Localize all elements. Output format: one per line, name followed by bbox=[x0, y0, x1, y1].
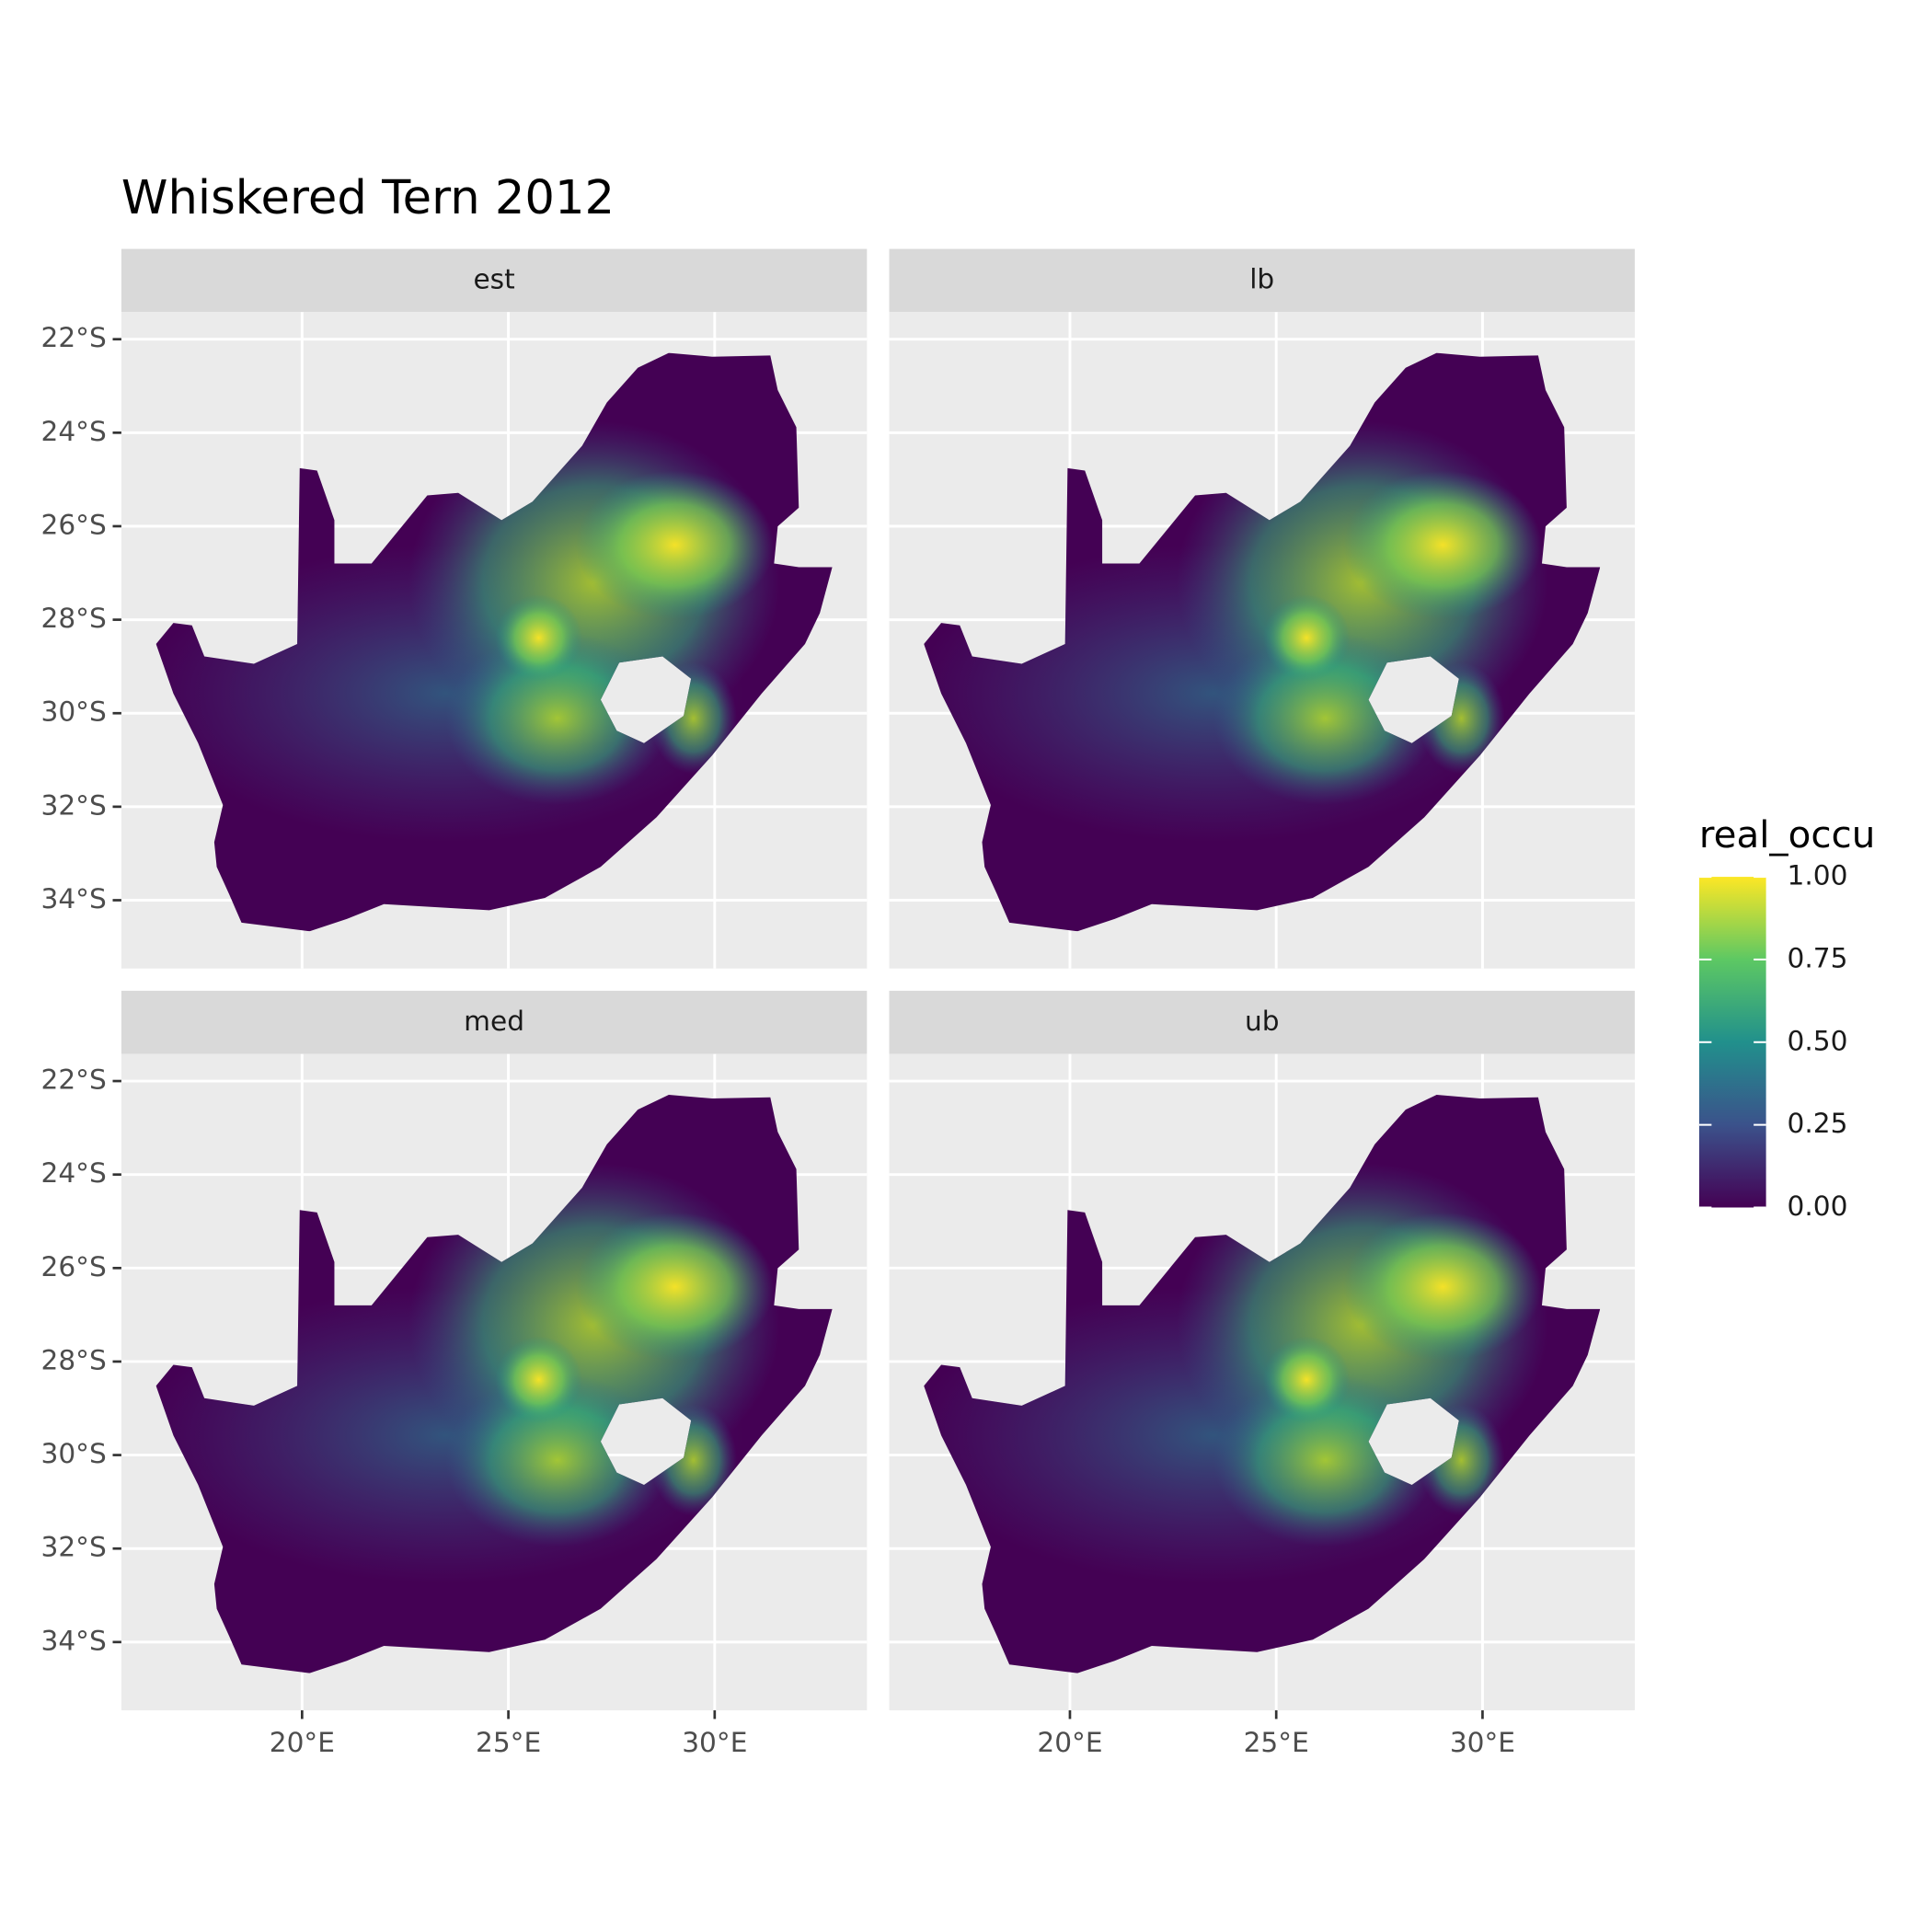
legend-label: 0.00 bbox=[1788, 1190, 1848, 1222]
legend-label: 0.50 bbox=[1788, 1025, 1848, 1056]
x-tick-label: 30°E bbox=[1450, 1727, 1515, 1758]
y-tick-label: 30°S bbox=[40, 696, 106, 728]
legend-label: 0.25 bbox=[1788, 1108, 1848, 1139]
strip-background bbox=[889, 248, 1635, 313]
y-tick-label: 22°S bbox=[40, 322, 106, 353]
legend-title: real_occu bbox=[1699, 813, 1875, 857]
facet-panel: med 22°S 24°S 26°S 28°S 30°S 32°S 34°S 20°E 25°E 3… bbox=[40, 990, 868, 1758]
y-tick-label: 26°S bbox=[40, 1251, 106, 1282]
y-tick-label: 28°S bbox=[40, 603, 106, 634]
y-tick-label: 26°S bbox=[40, 509, 106, 540]
x-tick-label: 20°E bbox=[1037, 1727, 1102, 1758]
x-tick-label: 25°E bbox=[1244, 1727, 1309, 1758]
strip-label: lb bbox=[1249, 263, 1274, 294]
strip-background bbox=[121, 248, 868, 313]
x-tick-label: 20°E bbox=[270, 1727, 335, 1758]
legend-label: 1.00 bbox=[1788, 860, 1848, 891]
y-tick-label: 22°S bbox=[40, 1064, 106, 1096]
y-tick-label: 24°S bbox=[40, 1157, 106, 1189]
strip-background bbox=[889, 990, 1635, 1054]
y-tick-label: 24°S bbox=[40, 416, 106, 447]
facet-panel: lb bbox=[889, 248, 1635, 969]
legend-label: 0.75 bbox=[1788, 942, 1848, 973]
x-tick-label: 30°E bbox=[682, 1727, 747, 1758]
y-tick-label: 32°S bbox=[40, 1532, 106, 1563]
y-tick-label: 32°S bbox=[40, 789, 106, 821]
strip-label: med bbox=[464, 1006, 524, 1037]
y-tick-label: 34°S bbox=[40, 883, 106, 914]
facet-panel: est 22°S 24°S 26°S 28°S 30°S 32°S 34°S bbox=[40, 248, 868, 969]
y-tick-label: 28°S bbox=[40, 1344, 106, 1375]
strip-label: ub bbox=[1245, 1006, 1280, 1037]
y-tick-label: 34°S bbox=[40, 1625, 106, 1656]
facet-panel: ub 20°E 25°E 30°E bbox=[889, 990, 1635, 1758]
y-tick-label: 30°S bbox=[40, 1438, 106, 1469]
strip-background bbox=[121, 990, 868, 1054]
x-tick-label: 25°E bbox=[476, 1727, 541, 1758]
strip-label: est bbox=[473, 263, 514, 294]
chart-title: Whiskered Tern 2012 bbox=[121, 171, 615, 225]
